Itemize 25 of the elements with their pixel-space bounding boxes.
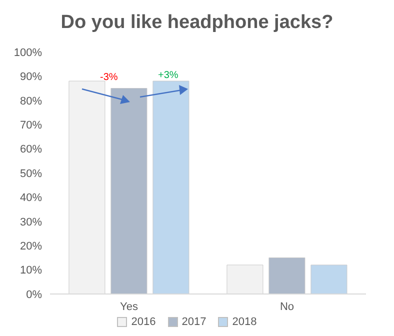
bar [152,80,190,294]
y-tick-label: 70% [20,120,42,132]
y-tick-label: 90% [20,71,42,84]
y-tick-label: 40% [20,192,42,204]
y-tick-label: 20% [20,240,42,253]
bar [310,264,348,294]
annotation: +3% [158,70,178,81]
y-tick-label: 10% [20,264,42,277]
y-tick-label: 80% [20,95,42,108]
legend-label: 2018 [232,316,257,328]
y-tick-label: 100% [14,46,42,59]
legend-label: 2017 [182,316,206,328]
y-tick-label: 60% [20,144,42,156]
bar [226,264,264,294]
bar [268,257,306,294]
x-tick-label: No [280,300,294,313]
y-tick-label: 0% [26,288,42,301]
y-tick-label: 50% [20,168,42,180]
bar [68,80,106,294]
annotation: -3% [100,72,118,83]
bar [110,88,148,294]
legend-label: 2016 [131,316,156,328]
x-tick-label: Yes [120,300,138,313]
chart-title: Do you like headphone jacks? [60,11,334,35]
y-tick-label: 30% [20,216,42,228]
